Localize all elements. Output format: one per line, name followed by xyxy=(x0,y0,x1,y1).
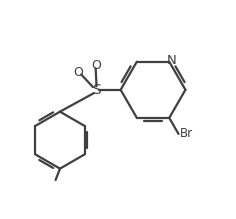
Text: O: O xyxy=(74,66,84,79)
Text: O: O xyxy=(91,59,101,72)
Text: N: N xyxy=(167,54,176,67)
Text: Br: Br xyxy=(180,127,194,140)
Text: S: S xyxy=(92,83,101,97)
